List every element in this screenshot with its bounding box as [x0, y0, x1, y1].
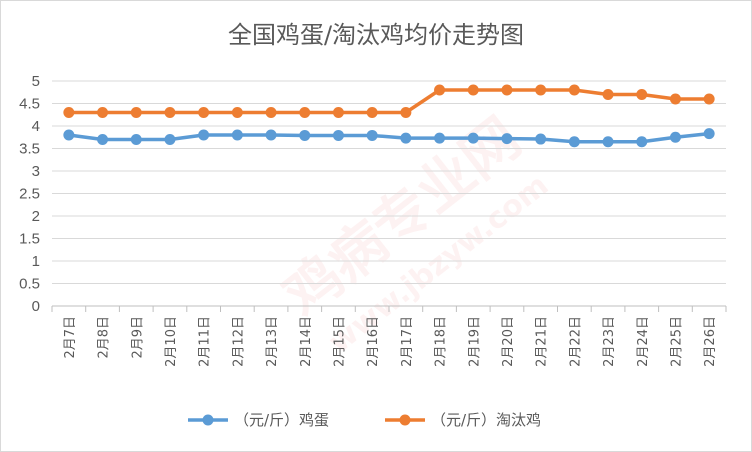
- y-tick-label: 1: [32, 253, 40, 270]
- legend-label: （元/斤）鸡蛋: [234, 411, 329, 429]
- x-axis-ticks: 2月7日 2月8日 2月9日 2月10日 2月11日 2月12日 2月13日 2月14日 2月1…: [63, 316, 718, 367]
- y-tick-label: 0.5: [19, 276, 40, 293]
- x-tick-label: 2月12日: [231, 316, 246, 367]
- data-point: [400, 132, 412, 144]
- data-point: [602, 136, 614, 148]
- x-tick-label: 2月14日: [299, 316, 314, 367]
- data-point: [636, 89, 648, 100]
- data-point: [501, 133, 513, 145]
- data-point: [535, 84, 547, 96]
- data-point: [265, 107, 277, 118]
- data-point: [231, 107, 243, 118]
- x-tick-label: 2月20日: [501, 316, 516, 367]
- data-point: [467, 84, 479, 96]
- watermark: 鸡病专业网 www.jbzyw.com: [272, 106, 555, 361]
- x-tick-label: 2月19日: [467, 316, 482, 367]
- x-tick-label: 2月7日: [63, 316, 78, 359]
- series-0: [63, 128, 715, 148]
- data-point: [366, 107, 378, 118]
- x-tick-label: 2月9日: [130, 316, 145, 359]
- data-point: [568, 84, 580, 96]
- data-point: [63, 129, 75, 141]
- y-tick-label: 2: [32, 208, 40, 225]
- data-point: [97, 107, 109, 118]
- x-tick-label: 2月11日: [198, 316, 213, 367]
- series-line: [67, 131, 711, 144]
- data-point: [467, 132, 479, 144]
- y-tick-label: 2.5: [19, 186, 40, 203]
- x-tick-label: 2月22日: [568, 316, 583, 367]
- y-tick-label: 3.5: [19, 141, 40, 158]
- chart-title: 全国鸡蛋/淘汰鸡均价走势图: [228, 21, 524, 49]
- legend-marker: [399, 414, 411, 426]
- data-point: [332, 107, 344, 118]
- data-point: [501, 84, 513, 96]
- x-tick-label: 2月13日: [265, 316, 280, 367]
- y-tick-label: 3: [32, 163, 40, 180]
- legend: （元/斤）鸡蛋 （元/斤）淘汰鸡: [188, 411, 541, 429]
- x-tick-label: 2月24日: [636, 316, 651, 367]
- x-tick-label: 2月16日: [366, 316, 381, 367]
- data-point: [198, 107, 210, 118]
- y-tick-label: 0: [32, 298, 40, 315]
- data-point: [366, 129, 378, 141]
- x-axis: [51, 305, 727, 312]
- data-point: [299, 107, 311, 118]
- data-point: [63, 107, 75, 118]
- y-tick-label: 4.5: [19, 96, 40, 113]
- data-point: [703, 128, 715, 140]
- x-tick-label: 2月23日: [602, 316, 617, 367]
- data-point: [669, 93, 681, 105]
- data-point: [669, 131, 681, 143]
- series-1: [63, 84, 715, 118]
- y-tick-label: 4: [32, 118, 40, 135]
- data-point: [434, 132, 446, 144]
- x-tick-label: 2月15日: [332, 316, 347, 367]
- data-point: [434, 84, 446, 96]
- x-tick-label: 2月21日: [535, 316, 550, 367]
- x-tick-label: 2月26日: [703, 316, 718, 367]
- y-axis-ticks: 0 0.5 1 1.5 2 2.5 3 3.5 4 4.5 5: [19, 73, 40, 315]
- data-point: [164, 134, 176, 145]
- data-point: [299, 129, 311, 141]
- data-point: [231, 129, 243, 141]
- data-point: [130, 107, 142, 118]
- data-point: [265, 129, 277, 141]
- x-tick-label: 2月17日: [400, 316, 415, 367]
- series-line: [67, 88, 711, 115]
- data-point: [97, 134, 109, 145]
- data-point: [535, 133, 547, 145]
- data-point: [332, 129, 344, 141]
- x-tick-label: 2月8日: [97, 316, 112, 359]
- legend-marker: [202, 414, 214, 426]
- data-point: [130, 134, 142, 145]
- data-point: [164, 107, 176, 118]
- data-point: [602, 89, 614, 100]
- x-tick-label: 2月18日: [434, 316, 449, 367]
- data-point: [198, 129, 210, 141]
- series-group: [63, 84, 715, 148]
- data-point: [568, 136, 580, 148]
- data-point: [703, 93, 715, 105]
- gridlines: [52, 80, 726, 284]
- legend-label: （元/斤）淘汰鸡: [431, 411, 541, 429]
- y-tick-label: 5: [32, 73, 40, 90]
- x-tick-label: 2月10日: [164, 316, 179, 367]
- data-point: [636, 136, 648, 148]
- data-point: [400, 107, 412, 118]
- x-tick-label: 2月25日: [669, 316, 684, 367]
- y-tick-label: 1.5: [19, 231, 40, 248]
